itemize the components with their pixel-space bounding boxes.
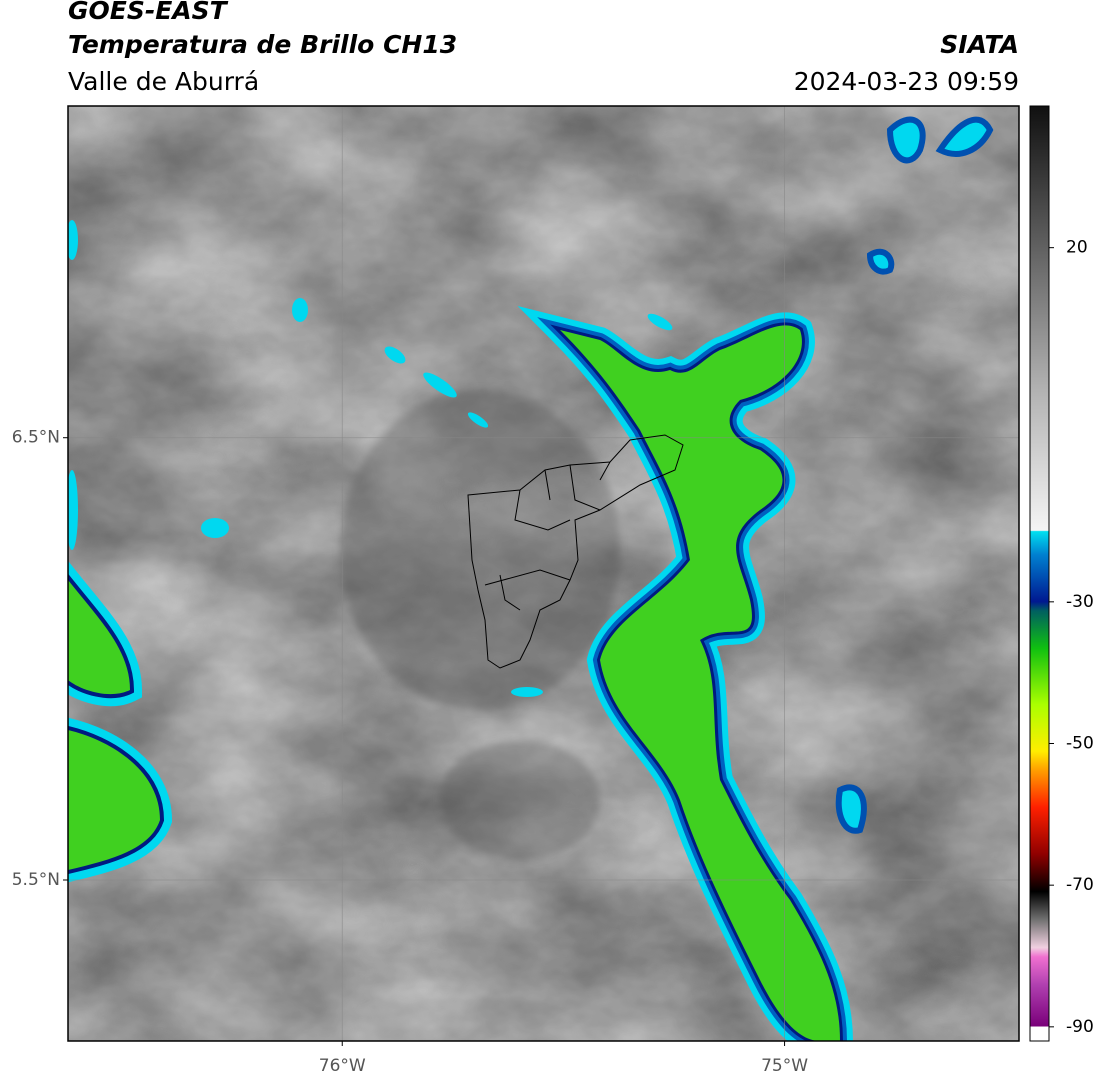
municipality-boundaries xyxy=(467,434,684,669)
organization: SIATA xyxy=(940,30,1019,59)
x-tick-label: 76°W xyxy=(319,1056,366,1076)
satellite-image xyxy=(68,106,1019,1041)
colorbar-tick-label: -50 xyxy=(1066,734,1094,754)
region: Valle de Aburrá xyxy=(68,67,259,96)
colorbar-tick-label: 20 xyxy=(1066,238,1088,258)
colorbar-tick-label: -30 xyxy=(1066,592,1094,612)
y-tick-label: 6.5°N xyxy=(12,428,60,448)
cold-cloud-tops xyxy=(68,120,990,1041)
map-frame xyxy=(67,105,1020,1042)
x-tick-label: 75°W xyxy=(761,1056,808,1076)
colorbar xyxy=(1029,105,1050,1042)
colorbar-tick-label: -70 xyxy=(1066,875,1094,895)
datetime: 2024-03-23 09:59 xyxy=(794,67,1019,96)
y-tick-label: 5.5°N xyxy=(12,870,60,890)
title: GOES-EAST xyxy=(68,0,229,25)
subtitle: Temperatura de Brillo CH13 xyxy=(68,30,457,59)
colorbar-tick-label: -90 xyxy=(1066,1017,1094,1037)
grid xyxy=(68,106,1019,1041)
